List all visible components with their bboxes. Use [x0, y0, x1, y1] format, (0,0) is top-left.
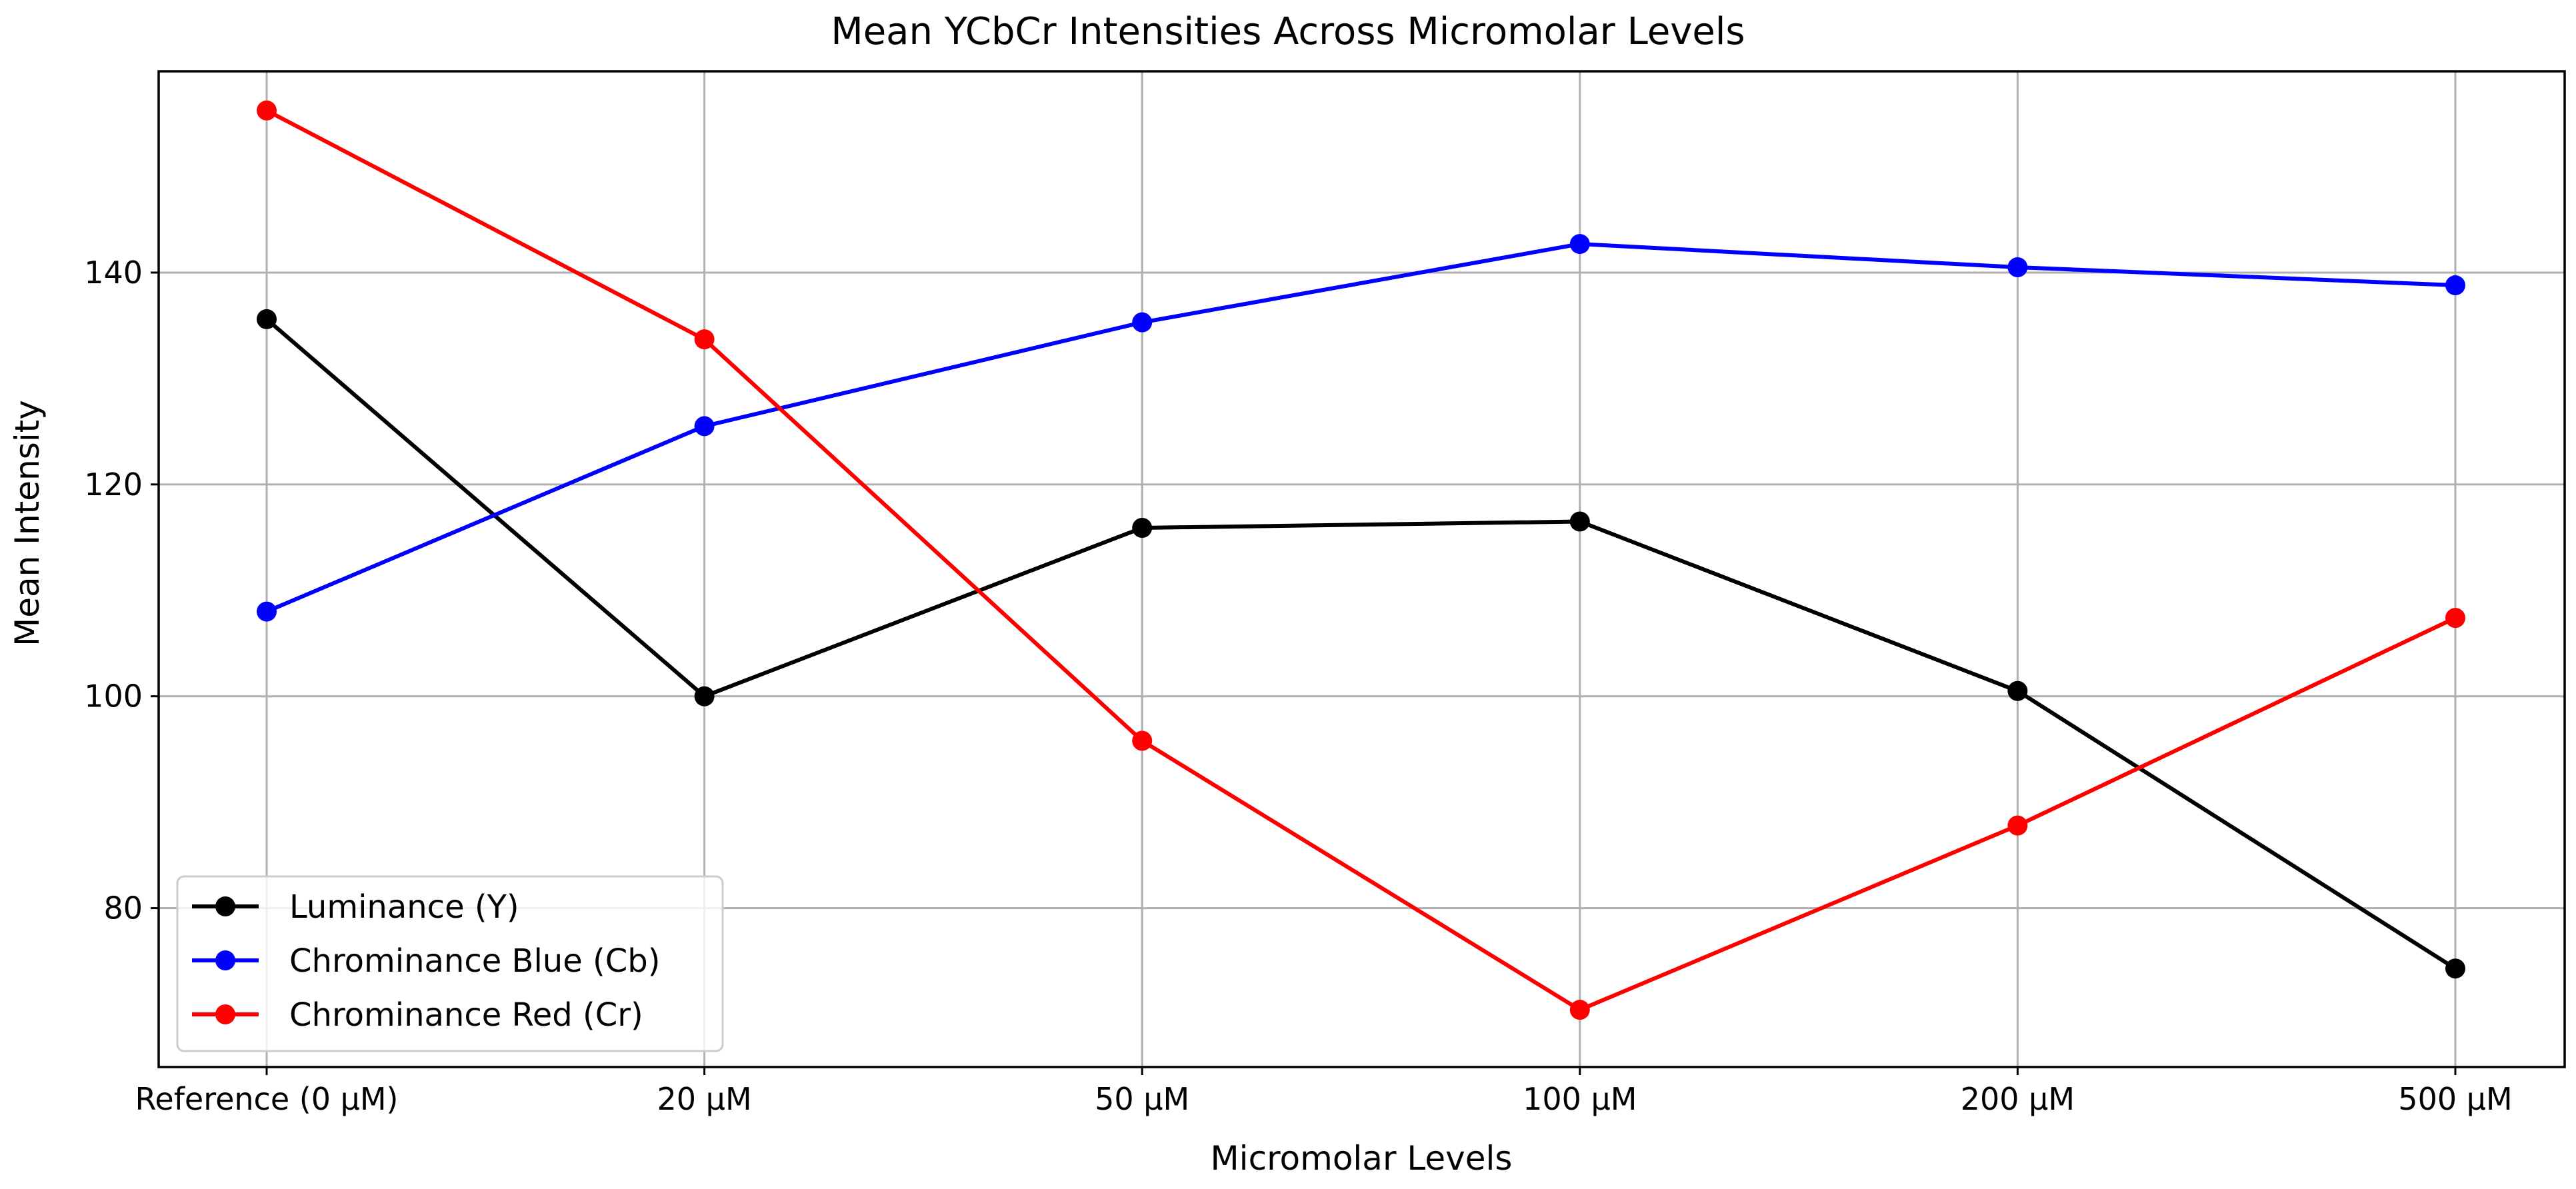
- axis-ticks: Reference (0 µM) 20 µM 50 µM 100 µM 200 µM 50…: [84, 255, 2513, 1117]
- legend: Luminance (Y) Chrominance Blue (Cb) Chromi…: [176, 875, 724, 1052]
- data-point: [694, 686, 715, 706]
- data-point: [2007, 815, 2028, 836]
- data-point: [1132, 518, 1153, 539]
- legend-label: Chrominance Red (Cr): [289, 996, 643, 1034]
- data-point: [2445, 608, 2465, 628]
- data-point: [1569, 1000, 1590, 1020]
- data-point: [257, 601, 277, 622]
- legend-label: Chrominance Blue (Cb): [289, 942, 660, 980]
- plot-frame: [157, 70, 2566, 1068]
- y-tick-label: 80: [103, 890, 143, 926]
- legend-label: Luminance (Y): [289, 888, 519, 926]
- series-line: [265, 317, 2457, 970]
- x-tick-label: 100 µM: [1523, 1081, 1637, 1117]
- x-tick-label: 200 µM: [1961, 1081, 2075, 1117]
- x-tick-label: 20 µM: [657, 1081, 752, 1117]
- series-chrominance-red-cr: [257, 100, 2465, 1020]
- chart-title: Mean YCbCr Intensities Across Micromolar…: [831, 10, 1745, 53]
- data-point: [694, 416, 715, 437]
- series-line: [265, 109, 2457, 1012]
- x-tick-label: Reference (0 µM): [135, 1081, 399, 1117]
- data-point: [1132, 312, 1153, 333]
- data-point: [1569, 234, 1590, 255]
- legend-item: Chrominance Red (Cr): [192, 996, 643, 1034]
- legend-marker: [215, 896, 235, 916]
- legend-box: [176, 875, 724, 1052]
- legend-item: Luminance (Y): [192, 888, 519, 926]
- y-axis-label: Mean Intensity: [8, 400, 47, 646]
- data-point: [1569, 511, 1590, 532]
- data-point: [1132, 730, 1153, 751]
- legend-item: Chrominance Blue (Cb): [192, 942, 660, 980]
- data-point: [2007, 257, 2028, 278]
- data-point: [257, 309, 277, 329]
- series-luminance-y: [257, 309, 2465, 979]
- legend-marker: [215, 1004, 235, 1024]
- y-tick-label: 100: [84, 678, 143, 714]
- y-tick-label: 140: [84, 255, 143, 291]
- data-point: [2007, 680, 2028, 701]
- data-point: [2445, 958, 2465, 979]
- data-point: [694, 329, 715, 350]
- data-point: [2445, 275, 2465, 296]
- data-point: [257, 100, 277, 121]
- x-tick-label: 50 µM: [1095, 1081, 1189, 1117]
- x-axis-label: Micromolar Levels: [1211, 1139, 1513, 1178]
- legend-marker: [215, 950, 235, 970]
- series-chrominance-blue-cb: [257, 234, 2465, 622]
- x-tick-label: 500 µM: [2398, 1081, 2512, 1117]
- y-tick-label: 120: [84, 467, 143, 503]
- series-line: [265, 242, 2456, 614]
- series-lines: [257, 100, 2465, 1020]
